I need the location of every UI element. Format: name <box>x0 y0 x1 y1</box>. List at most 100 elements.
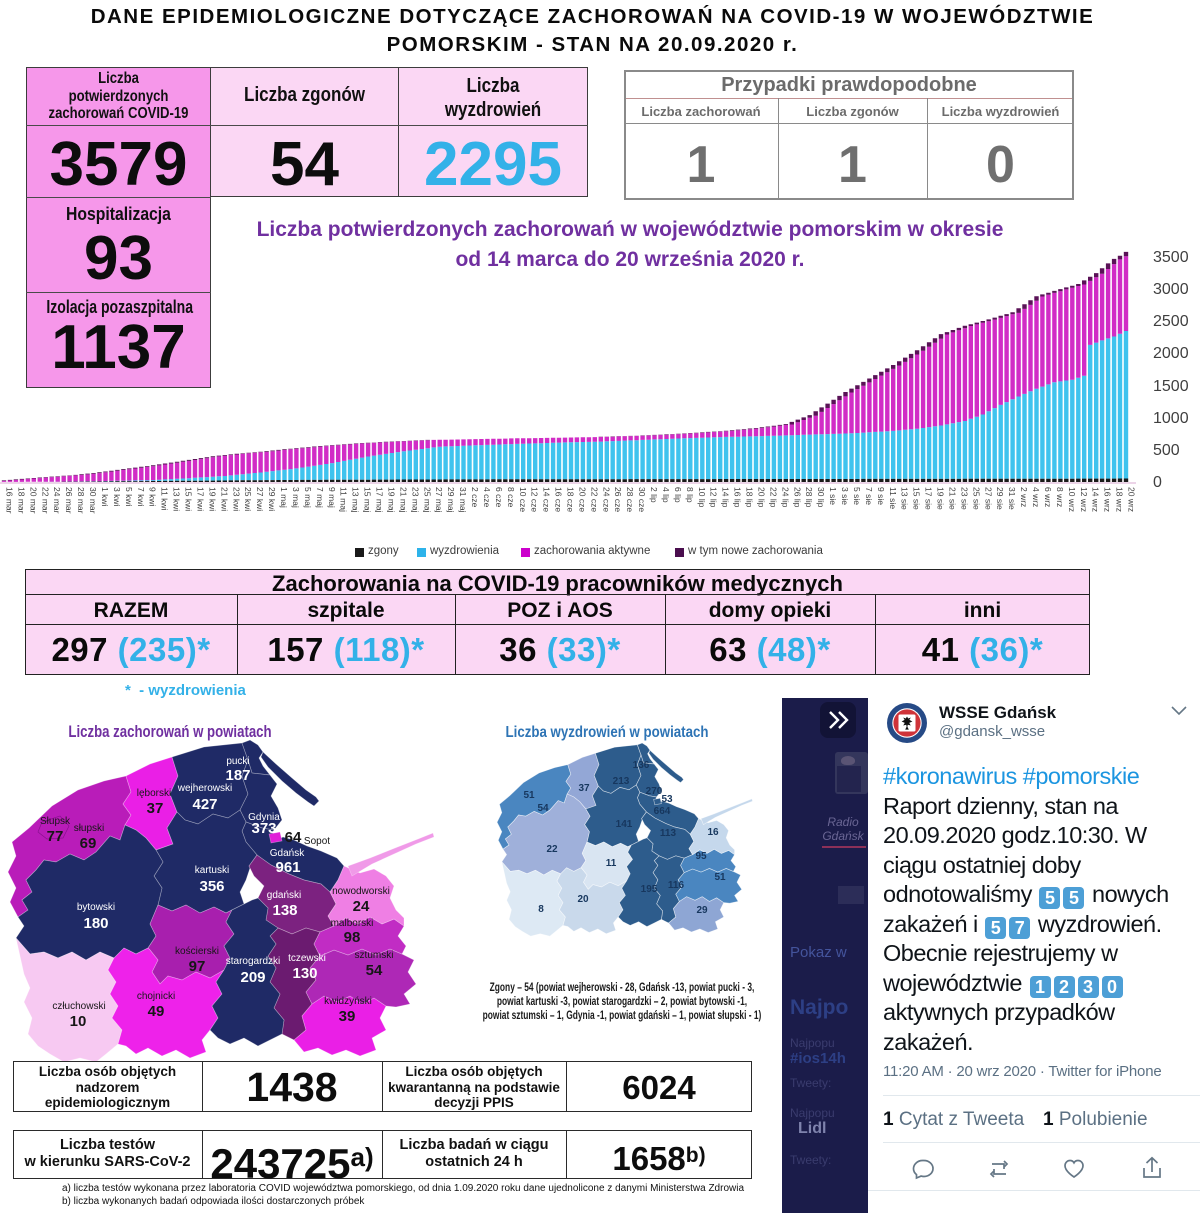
svg-text:4 cze: 4 cze <box>482 487 492 508</box>
svg-text:27 sie: 27 sie <box>983 487 993 510</box>
svg-text:22 cze: 22 cze <box>589 487 599 512</box>
svg-text:15 kwi: 15 kwi <box>184 487 194 511</box>
svg-text:Słupsk: Słupsk <box>40 816 71 827</box>
svg-text:6 lip: 6 lip <box>673 487 683 503</box>
svg-text:wejherowski: wejherowski <box>177 783 232 794</box>
svg-text:8 cze: 8 cze <box>506 487 516 508</box>
svg-text:27 maj: 27 maj <box>434 487 444 513</box>
svg-text:20 lip: 20 lip <box>757 487 767 508</box>
svg-text:77: 77 <box>47 828 64 845</box>
svg-text:1 sie: 1 sie <box>828 487 838 505</box>
svg-text:500: 500 <box>1153 442 1180 459</box>
svg-text:kościerski: kościerski <box>175 946 219 957</box>
svg-text:25 kwi: 25 kwi <box>243 487 253 511</box>
svg-text:10 lip: 10 lip <box>697 487 707 508</box>
svg-text:427: 427 <box>192 796 217 813</box>
svg-text:26 lip: 26 lip <box>792 487 802 508</box>
svg-text:18 mar: 18 mar <box>16 487 26 514</box>
svg-text:20 wrz: 20 wrz <box>1127 487 1137 512</box>
svg-text:8: 8 <box>538 904 544 915</box>
svg-text:14 cze: 14 cze <box>542 487 552 512</box>
svg-text:961: 961 <box>275 859 300 876</box>
svg-text:8 lip: 8 lip <box>685 487 695 503</box>
svg-text:26 mar: 26 mar <box>64 487 74 514</box>
svg-text:Sopot: Sopot <box>304 836 330 847</box>
svg-text:24: 24 <box>353 898 370 915</box>
svg-text:141: 141 <box>616 819 633 830</box>
svg-text:20 cze: 20 cze <box>577 487 587 512</box>
svg-text:3000: 3000 <box>1153 281 1189 298</box>
svg-text:664: 664 <box>654 806 671 817</box>
svg-text:16 mar: 16 mar <box>5 487 15 514</box>
svg-text:sztumski: sztumski <box>355 950 394 961</box>
svg-text:64: 64 <box>285 829 302 846</box>
svg-text:11 maj: 11 maj <box>339 487 349 512</box>
svg-text:kartuski: kartuski <box>195 865 229 876</box>
svg-text:24 lip: 24 lip <box>780 487 790 508</box>
svg-text:20 mar: 20 mar <box>28 487 38 514</box>
svg-text:12 cze: 12 cze <box>530 487 540 512</box>
svg-text:116: 116 <box>668 880 685 891</box>
svg-text:69: 69 <box>80 835 97 852</box>
svg-text:7 sie: 7 sie <box>864 487 874 505</box>
svg-text:człuchowski: człuchowski <box>52 1001 105 1012</box>
svg-text:26 cze: 26 cze <box>613 487 623 512</box>
svg-text:30 mar: 30 mar <box>88 487 98 514</box>
svg-text:19 sie: 19 sie <box>936 487 946 510</box>
svg-text:starogardzki: starogardzki <box>226 956 280 967</box>
svg-text:16 cze: 16 cze <box>554 487 564 512</box>
svg-text:29 kwi: 29 kwi <box>267 487 277 511</box>
svg-text:9 sie: 9 sie <box>876 487 886 505</box>
svg-text:bytowski: bytowski <box>77 902 115 913</box>
svg-text:2 wrz: 2 wrz <box>1019 487 1029 507</box>
svg-text:11 kwi: 11 kwi <box>160 487 170 511</box>
svg-text:28 lip: 28 lip <box>804 487 814 508</box>
svg-text:15 maj: 15 maj <box>363 487 373 513</box>
svg-text:1 kwi: 1 kwi <box>100 487 110 506</box>
svg-text:4 wrz: 4 wrz <box>1031 487 1041 507</box>
svg-text:18 wrz: 18 wrz <box>1115 487 1125 512</box>
svg-text:97: 97 <box>189 958 206 975</box>
svg-text:187: 187 <box>225 767 250 784</box>
svg-text:28 cze: 28 cze <box>625 487 635 512</box>
svg-text:54: 54 <box>366 962 383 979</box>
svg-text:gdański: gdański <box>267 890 301 901</box>
svg-text:6 wrz: 6 wrz <box>1043 487 1053 507</box>
svg-text:2000: 2000 <box>1153 345 1189 362</box>
svg-text:Gdynia: Gdynia <box>248 812 280 823</box>
svg-text:31 maj: 31 maj <box>458 487 468 513</box>
svg-text:130: 130 <box>292 965 317 982</box>
svg-text:22 lip: 22 lip <box>768 487 778 508</box>
svg-text:9 maj: 9 maj <box>327 487 337 508</box>
svg-text:37: 37 <box>578 783 590 794</box>
svg-text:chojnicki: chojnicki <box>137 991 175 1002</box>
svg-text:10 wrz: 10 wrz <box>1067 487 1077 512</box>
svg-text:30 cze: 30 cze <box>637 487 647 512</box>
svg-text:27 kwi: 27 kwi <box>255 487 265 511</box>
svg-text:słupski: słupski <box>74 823 105 834</box>
svg-text:18 lip: 18 lip <box>745 487 755 508</box>
svg-text:54: 54 <box>537 803 549 814</box>
svg-text:51: 51 <box>714 872 726 883</box>
svg-text:1 maj: 1 maj <box>279 487 289 508</box>
svg-text:7 kwi: 7 kwi <box>136 487 146 506</box>
svg-text:14 lip: 14 lip <box>721 487 731 508</box>
svg-text:53: 53 <box>661 794 673 805</box>
svg-text:24 mar: 24 mar <box>52 487 62 514</box>
svg-text:24 cze: 24 cze <box>601 487 611 512</box>
svg-text:356: 356 <box>199 878 224 895</box>
svg-text:23 kwi: 23 kwi <box>231 487 241 511</box>
svg-text:20: 20 <box>577 894 589 905</box>
svg-text:4 lip: 4 lip <box>661 487 671 503</box>
svg-text:16: 16 <box>707 827 719 838</box>
svg-text:1000: 1000 <box>1153 410 1189 427</box>
svg-text:29: 29 <box>696 905 708 916</box>
svg-text:0: 0 <box>1153 474 1162 491</box>
svg-text:18 cze: 18 cze <box>566 487 576 512</box>
svg-text:2 cze: 2 cze <box>470 487 480 508</box>
svg-text:21 kwi: 21 kwi <box>219 487 229 511</box>
svg-text:1500: 1500 <box>1153 378 1189 395</box>
svg-text:28 mar: 28 mar <box>76 487 86 514</box>
svg-text:3 kwi: 3 kwi <box>112 487 122 506</box>
svg-text:95: 95 <box>695 851 707 862</box>
